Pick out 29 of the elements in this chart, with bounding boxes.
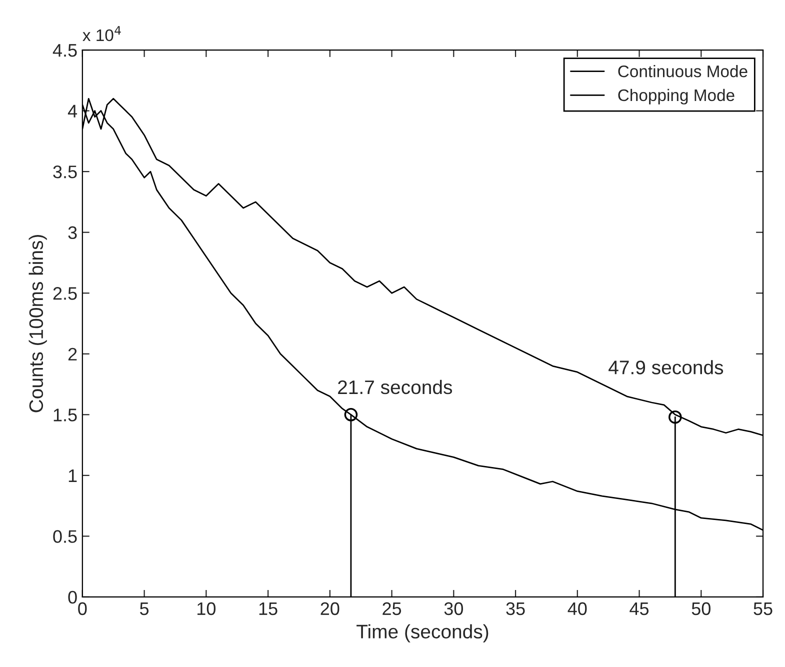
y-tick-label: 0.5 bbox=[53, 530, 77, 543]
y-tick-label: 2.5 bbox=[53, 287, 77, 300]
x-tick-label: 25 bbox=[382, 602, 402, 616]
x-tick-label: 0 bbox=[78, 602, 87, 616]
x-tick-label: 10 bbox=[198, 602, 216, 616]
text: x 10$^{4}$ bbox=[82, 26, 121, 42]
x-tick-label: 50 bbox=[692, 602, 710, 616]
y-tick-label: 1 bbox=[68, 470, 77, 482]
x-tick-label: 45 bbox=[630, 602, 649, 616]
x-tick-label: 55 bbox=[754, 602, 772, 616]
y-tick-label: 0 bbox=[68, 590, 77, 604]
x-tick-label: 5 bbox=[140, 602, 149, 616]
x-tick-label: 35 bbox=[506, 602, 525, 616]
x-tick-label: 40 bbox=[568, 602, 587, 616]
annotation: 21.7 seconds bbox=[338, 380, 452, 394]
x-axis-title: Time (seconds) bbox=[356, 624, 488, 642]
y-tick-label: 4.5 bbox=[52, 44, 77, 57]
x-tick-label: 20 bbox=[320, 602, 340, 616]
y-tick-label: 3 bbox=[68, 226, 77, 240]
y-tick-label: 2 bbox=[68, 348, 77, 360]
x-tick-label: 15 bbox=[259, 602, 278, 616]
y-tick-label: 1.5 bbox=[54, 408, 77, 422]
y-tick-label: 3.5 bbox=[53, 166, 77, 178]
x-tick-label: 30 bbox=[444, 602, 463, 616]
y-tick-label: 4 bbox=[68, 104, 78, 118]
y-axis-title: Counts (100ms bins) bbox=[28, 235, 47, 412]
legend-label: Continuous Mode bbox=[618, 65, 748, 78]
legend-label: Chopping Mode bbox=[618, 88, 734, 104]
annotation: 47.9 seconds bbox=[608, 360, 724, 374]
